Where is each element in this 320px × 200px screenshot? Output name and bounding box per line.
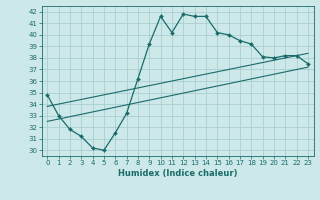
X-axis label: Humidex (Indice chaleur): Humidex (Indice chaleur) (118, 169, 237, 178)
